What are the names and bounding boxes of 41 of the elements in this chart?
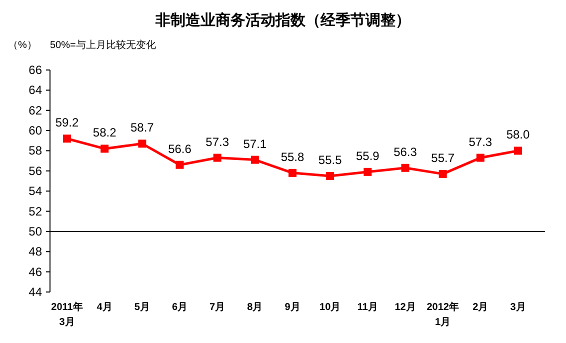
data-label: 57.3	[206, 134, 230, 149]
data-label: 59.2	[55, 116, 79, 130]
data-label: 55.5	[318, 152, 342, 167]
x-tick-label: 3月	[510, 302, 526, 313]
y-tick-label: 48	[28, 244, 42, 259]
x-tick-label: 2012年 1月	[426, 301, 459, 328]
chart-title: 非制造业商务活动指数（经季节调整）	[154, 11, 410, 29]
data-label: 56.3	[394, 144, 418, 159]
y-tick-label: 56	[28, 164, 42, 178]
data-label: 56.6	[168, 142, 192, 156]
x-tick-label: 2月	[472, 302, 488, 313]
data-label: 57.3	[468, 134, 492, 149]
data-label: 58.0	[506, 128, 530, 142]
y-tick-label: 62	[28, 103, 42, 118]
x-tick-label: 12月	[394, 302, 416, 313]
x-tick-label: 8月	[247, 302, 263, 313]
y-tick-label: 64	[28, 83, 42, 98]
y-tick-label: 52	[28, 204, 42, 218]
y-axis-title: （%）	[8, 40, 37, 51]
x-tick-label: 10月	[320, 302, 341, 313]
x-tick-label: 11月	[357, 302, 378, 313]
x-tick-label: 2011年 3月	[51, 301, 83, 328]
y-tick-label: 60	[28, 124, 42, 138]
y-tick-label: 66	[28, 63, 42, 77]
data-label: 55.9	[356, 148, 380, 163]
x-tick-label: 5月	[134, 302, 150, 313]
y-tick-label: 54	[28, 184, 42, 198]
x-tick-label: 9月	[284, 302, 300, 313]
data-label: 57.1	[243, 136, 267, 151]
y-tick-label: 46	[28, 264, 42, 279]
y-tick-label: 44	[28, 285, 42, 299]
x-tick-label: 6月	[172, 302, 188, 313]
y-tick-label: 58	[28, 144, 42, 158]
x-tick-label: 4月	[96, 302, 112, 313]
data-label: 58.2	[92, 126, 117, 140]
text: 50%=与上月比较无变化	[50, 39, 156, 51]
x-tick-label: 7月	[210, 302, 226, 313]
data-label: 55.8	[280, 150, 304, 164]
data-label: 58.7	[130, 120, 154, 135]
data-label: 55.7	[431, 150, 455, 165]
y-tick-label: 50	[28, 224, 42, 238]
